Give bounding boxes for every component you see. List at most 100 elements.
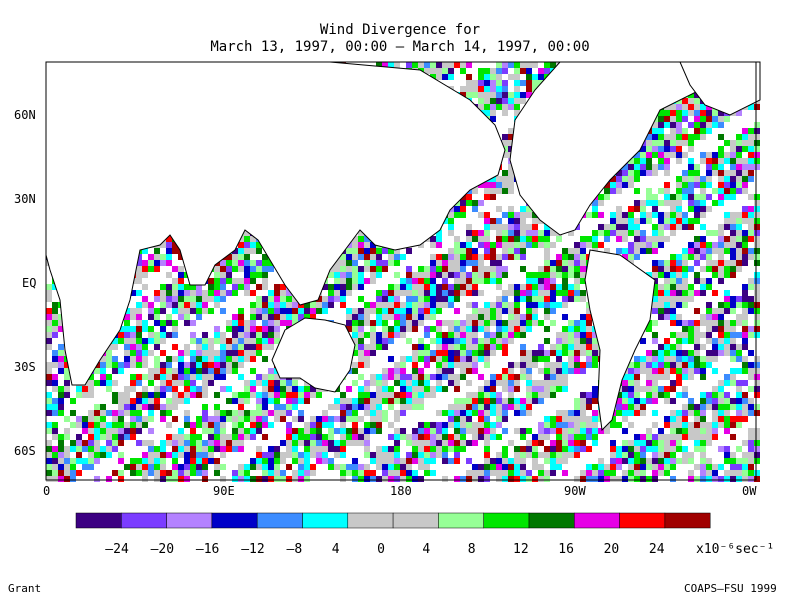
divergence-cell (238, 350, 244, 356)
divergence-cell (430, 266, 436, 272)
divergence-cell (526, 392, 532, 398)
divergence-cell (292, 380, 298, 386)
divergence-cell (478, 104, 484, 110)
divergence-cell (688, 176, 694, 182)
divergence-cell (250, 314, 256, 320)
divergence-cell (658, 284, 664, 290)
divergence-cell (748, 368, 754, 374)
divergence-cell (184, 296, 190, 302)
divergence-cell (562, 350, 568, 356)
divergence-cell (484, 80, 490, 86)
divergence-cell (586, 242, 592, 248)
divergence-cell (412, 296, 418, 302)
divergence-cell (586, 338, 592, 344)
divergence-cell (664, 110, 670, 116)
divergence-cell (532, 86, 538, 92)
divergence-cell (226, 368, 232, 374)
divergence-cell (682, 194, 688, 200)
divergence-cell (754, 308, 760, 314)
divergence-cell (412, 320, 418, 326)
divergence-cell (298, 392, 304, 398)
divergence-cell (574, 338, 580, 344)
divergence-cell (706, 302, 712, 308)
divergence-cell (712, 356, 718, 362)
divergence-cell (196, 296, 202, 302)
divergence-cell (736, 296, 742, 302)
divergence-cell (652, 374, 658, 380)
divergence-cell (46, 332, 52, 338)
divergence-cell (706, 194, 712, 200)
divergence-cell (520, 404, 526, 410)
divergence-cell (688, 134, 694, 140)
divergence-cell (706, 350, 712, 356)
divergence-cell (364, 392, 370, 398)
divergence-cell (502, 104, 508, 110)
divergence-cell (676, 122, 682, 128)
divergence-cell (658, 368, 664, 374)
divergence-cell (424, 380, 430, 386)
divergence-cell (574, 326, 580, 332)
divergence-cell (520, 296, 526, 302)
divergence-cell (556, 332, 562, 338)
divergence-cell (334, 266, 340, 272)
divergence-cell (382, 320, 388, 326)
divergence-cell (130, 356, 136, 362)
divergence-cell (694, 236, 700, 242)
divergence-cell (208, 344, 214, 350)
divergence-cell (664, 212, 670, 218)
divergence-cell (142, 338, 148, 344)
divergence-cell (724, 194, 730, 200)
divergence-cell (238, 266, 244, 272)
divergence-cell (76, 386, 82, 392)
divergence-cell (592, 362, 598, 368)
divergence-cell (742, 320, 748, 326)
divergence-cell (490, 404, 496, 410)
divergence-cell (358, 230, 364, 236)
divergence-cell (406, 356, 412, 362)
divergence-cell (400, 320, 406, 326)
divergence-cell (262, 272, 268, 278)
divergence-cell (478, 212, 484, 218)
divergence-cell (280, 314, 286, 320)
divergence-cell (538, 392, 544, 398)
divergence-cell (382, 338, 388, 344)
divergence-cell (304, 386, 310, 392)
divergence-cell (238, 344, 244, 350)
divergence-cell (580, 398, 586, 404)
divergence-cell (340, 272, 346, 278)
divergence-cell (382, 302, 388, 308)
divergence-cell (688, 362, 694, 368)
divergence-cell (754, 158, 760, 164)
divergence-cell (430, 242, 436, 248)
divergence-cell (520, 344, 526, 350)
divergence-cell (682, 116, 688, 122)
divergence-cell (166, 290, 172, 296)
divergence-cell (244, 398, 250, 404)
divergence-cell (634, 404, 640, 410)
divergence-cell (112, 368, 118, 374)
divergence-cell (172, 284, 178, 290)
divergence-cell (256, 404, 262, 410)
divergence-cell (232, 254, 238, 260)
divergence-cell (754, 290, 760, 296)
divergence-cell (268, 320, 274, 326)
divergence-cell (676, 188, 682, 194)
divergence-cell (436, 290, 442, 296)
divergence-cell (742, 302, 748, 308)
divergence-cell (550, 296, 556, 302)
divergence-cell (568, 230, 574, 236)
divergence-cell (580, 392, 586, 398)
divergence-cell (514, 386, 520, 392)
divergence-cell (478, 314, 484, 320)
divergence-cell (46, 296, 52, 302)
divergence-cell (658, 392, 664, 398)
divergence-cell (346, 266, 352, 272)
divergence-cell (454, 320, 460, 326)
divergence-cell (484, 212, 490, 218)
divergence-cell (544, 386, 550, 392)
divergence-cell (376, 392, 382, 398)
divergence-cell (700, 122, 706, 128)
divergence-cell (478, 374, 484, 380)
divergence-cell (520, 98, 526, 104)
divergence-cell (406, 266, 412, 272)
